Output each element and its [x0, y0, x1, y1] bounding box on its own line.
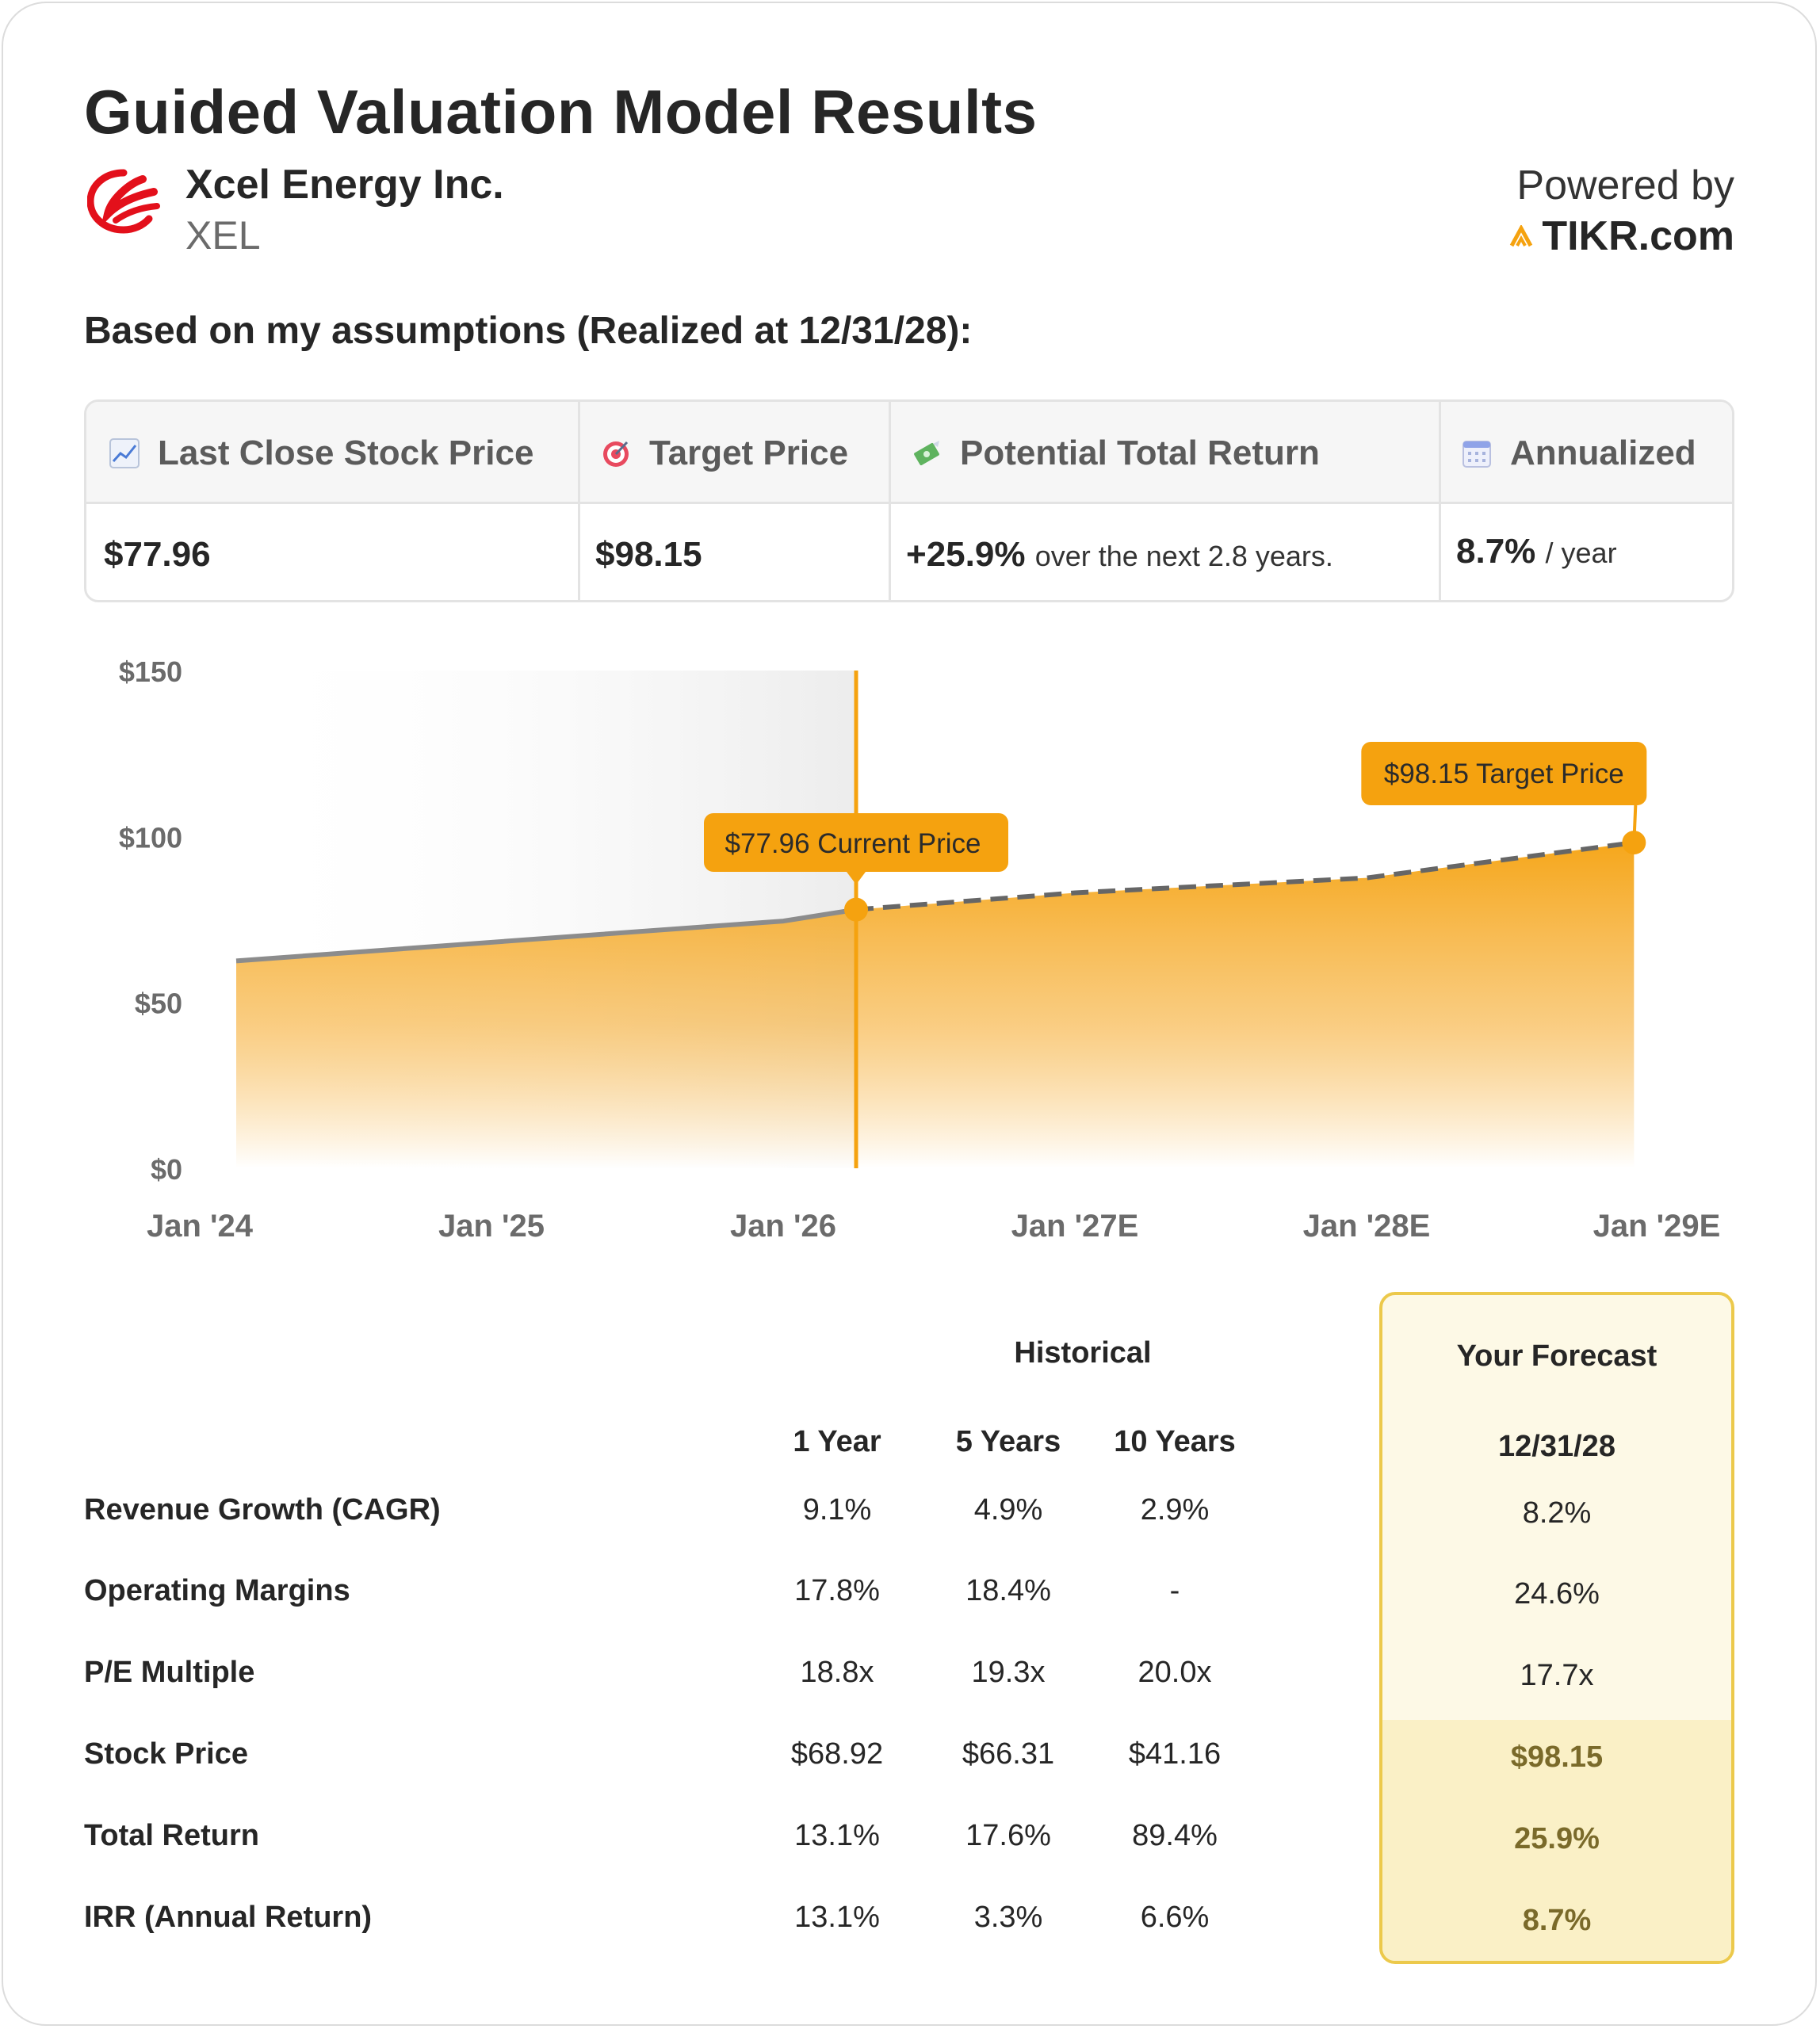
price-area: [236, 843, 1635, 1168]
column-divider: [889, 402, 891, 600]
historical-column-header: 1 Year: [793, 1425, 881, 1458]
current-price-point: [844, 897, 868, 922]
last-close-header: Last Close Stock Price: [109, 434, 533, 473]
return-header: Potential Total Return: [911, 434, 1320, 473]
annualized-value: 8.7%: [1456, 532, 1536, 571]
historical-price-line: [235, 907, 857, 964]
target-icon: [603, 441, 629, 467]
tikr-brand[interactable]: TIKR.com: [1508, 212, 1734, 260]
table-cell: $66.31: [962, 1737, 1055, 1771]
forecast-date: 12/31/28: [1498, 1430, 1615, 1463]
table-cell: 9.1%: [802, 1493, 872, 1527]
x-tick-label: Jan '26: [730, 1209, 836, 1244]
x-tick-label: Jan '29E: [1593, 1209, 1721, 1244]
table-cell: $41.16: [1128, 1737, 1222, 1771]
table-cell: 89.4%: [1132, 1819, 1218, 1852]
annualized-label: Annualized: [1510, 434, 1696, 472]
historical-header: Historical: [1014, 1336, 1152, 1370]
y-tick-label: $50: [135, 988, 182, 1020]
target-price-point: [1622, 831, 1646, 855]
table-row-label: Total Return: [84, 1819, 259, 1852]
x-tick-label: Jan '28E: [1303, 1209, 1431, 1244]
callout-pointer: [847, 872, 866, 885]
company-name: Xcel Energy Inc.: [185, 162, 504, 208]
stats-table: Last Close Stock Price Target Price Pote…: [84, 399, 1734, 602]
table-cell: 13.1%: [794, 1901, 880, 1934]
current-price-callout-text: $77.96 Current Price: [725, 828, 981, 859]
table-cell: 19.3x: [971, 1656, 1046, 1689]
forecast-header: Your Forecast: [1456, 1339, 1658, 1373]
x-tick-label: Jan '27E: [1011, 1209, 1139, 1244]
annualized-header: Annualized: [1461, 434, 1696, 473]
forecast-cell: 24.6%: [1514, 1577, 1600, 1611]
table-row-label: IRR (Annual Return): [84, 1901, 373, 1934]
ticker-symbol: XEL: [185, 213, 261, 258]
x-tick-label: Jan '24: [147, 1209, 254, 1244]
y-tick-label: $100: [119, 821, 182, 854]
forecast-cell: 17.7x: [1520, 1659, 1594, 1692]
annualized-suffix: / year: [1545, 537, 1617, 569]
forecast-cell: $98.15: [1510, 1741, 1604, 1774]
table-cell: 6.6%: [1140, 1901, 1210, 1934]
return-label: Potential Total Return: [960, 434, 1320, 472]
assumptions-subtitle: Based on my assumptions (Realized at 12/…: [84, 310, 973, 352]
x-tick-label: Jan '25: [438, 1209, 545, 1244]
chart-plot-area: $150 $100 $50 $0 Jan '24 Jan '25 Jan '26 Jan '2…: [119, 655, 1720, 1244]
table-cell: 13.1%: [794, 1819, 880, 1852]
target-price-callout: [1361, 742, 1647, 805]
tikr-brand-text: TIKR.com: [1542, 213, 1734, 259]
return-value-group: +25.9% over the next 2.8 years.: [906, 535, 1333, 575]
price-chart: $150 $100 $50 $0 Jan '24 Jan '25 Jan '26 Jan '2…: [119, 655, 1720, 1244]
table-cell: 20.0x: [1138, 1656, 1212, 1689]
return-value: +25.9%: [906, 535, 1026, 574]
table-cell: 18.8x: [800, 1656, 874, 1689]
target-value: $98.15: [595, 535, 702, 574]
xcel-logo-icon: [87, 169, 160, 234]
y-tick-label: $0: [151, 1153, 182, 1186]
annualized-value-group: 8.7% / year: [1456, 532, 1617, 571]
current-price-callout: [704, 813, 1008, 872]
table-cell: -: [1169, 1574, 1180, 1607]
last-close-value: $77.96: [104, 535, 211, 574]
table-row-label: Operating Margins: [84, 1574, 350, 1607]
stats-header-row: [86, 402, 1732, 504]
table-cell: 17.8%: [794, 1574, 880, 1607]
forecast-cell: 25.9%: [1514, 1822, 1600, 1855]
return-suffix: over the next 2.8 years.: [1034, 540, 1333, 572]
column-divider: [578, 402, 580, 600]
calendar-icon: [1462, 441, 1491, 468]
forecast-highlight: [1382, 1720, 1731, 1961]
forecast-price-line: [855, 840, 1635, 912]
target-price-callout-text: $98.15 Target Price: [1384, 758, 1624, 789]
last-close-label: Last Close Stock Price: [158, 434, 534, 472]
forecast-cell: 8.7%: [1522, 1904, 1592, 1937]
target-header: Target Price: [600, 434, 848, 473]
table-row-label: P/E Multiple: [84, 1656, 255, 1689]
money-with-wings-icon: [914, 441, 939, 466]
table-row-label: Revenue Growth (CAGR): [84, 1493, 441, 1527]
page-title: Guided Valuation Model Results: [84, 77, 1038, 147]
table-row-label: Stock Price: [84, 1737, 248, 1771]
table-cell: 3.3%: [973, 1901, 1043, 1934]
chart-increasing-icon: [109, 438, 140, 468]
powered-by-label: Powered by: [1516, 162, 1734, 208]
table-cell: 2.9%: [1140, 1493, 1210, 1527]
tikr-logo-icon: [1510, 225, 1533, 247]
table-cell: 17.6%: [965, 1819, 1051, 1852]
forecast-cell: 8.2%: [1522, 1496, 1592, 1530]
forecast-column: [1379, 1292, 1734, 1964]
table-cell: $68.92: [790, 1737, 884, 1771]
column-divider: [1439, 402, 1441, 600]
historical-column-header: 10 Years: [1114, 1425, 1236, 1458]
target-label: Target Price: [649, 434, 849, 472]
historical-column-header: 5 Years: [955, 1425, 1061, 1458]
table-cell: 4.9%: [973, 1493, 1043, 1527]
y-tick-label: $150: [119, 655, 182, 688]
table-cell: 18.4%: [965, 1574, 1051, 1607]
